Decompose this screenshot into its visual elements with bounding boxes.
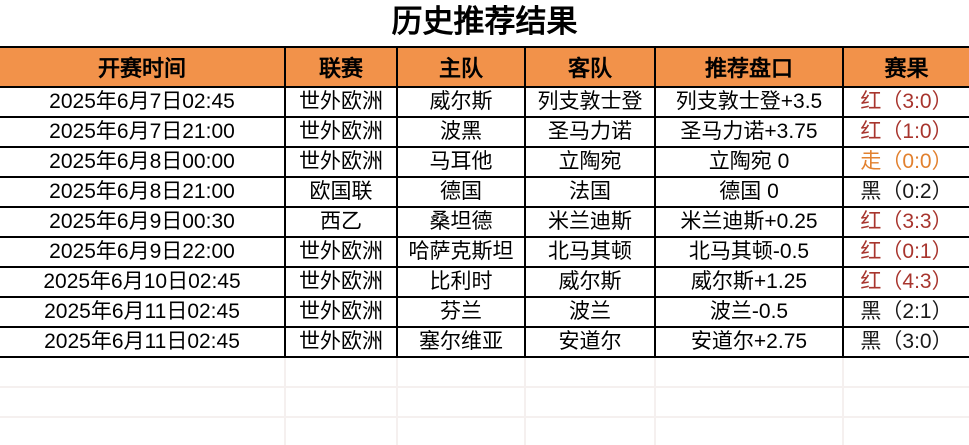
cell-away-team: 法国 <box>524 176 656 208</box>
cell-home-team: 马耳他 <box>396 146 526 178</box>
table-row: 2025年6月9日22:00 世外欧洲 哈萨克斯坦 北马其顿 北马其顿-0.5 红（0:1… <box>0 236 969 268</box>
cell-away-team: 北马其顿 <box>524 236 656 268</box>
table-row: 2025年6月11日02:45 世外欧洲 塞尔维亚 安道尔 安道尔+2.75 黑（3:0） <box>0 326 969 358</box>
cell-home-team: 芬兰 <box>396 296 526 328</box>
cell-league: 世外欧洲 <box>284 146 398 178</box>
cell-away-team: 波兰 <box>524 296 656 328</box>
empty-cell <box>284 416 398 445</box>
empty-row <box>0 416 969 445</box>
page-title: 历史推荐结果 <box>391 4 578 39</box>
empty-cell <box>654 416 844 445</box>
table-row: 2025年6月9日00:30 西乙 桑坦德 米兰迪斯 米兰迪斯+0.25 红（3:3） <box>0 206 969 238</box>
cell-kickoff-time: 2025年6月11日02:45 <box>0 296 286 328</box>
empty-cell <box>396 356 526 388</box>
cell-result: 红（4:3） <box>842 266 969 298</box>
empty-cell <box>284 356 398 388</box>
empty-cell <box>284 386 398 418</box>
cell-handicap: 列支敦士登+3.5 <box>654 86 844 118</box>
cell-kickoff-time: 2025年6月9日00:30 <box>0 206 286 238</box>
cell-handicap: 立陶宛 0 <box>654 146 844 178</box>
cell-kickoff-time: 2025年6月11日02:45 <box>0 326 286 358</box>
col-header-handicap: 推荐盘口 <box>654 46 844 88</box>
empty-cell <box>0 356 286 388</box>
cell-handicap: 北马其顿-0.5 <box>654 236 844 268</box>
cell-kickoff-time: 2025年6月8日21:00 <box>0 176 286 208</box>
cell-home-team: 桑坦德 <box>396 206 526 238</box>
results-table-header: 开赛时间 联赛 主队 客队 推荐盘口 赛果 <box>0 46 969 88</box>
cell-home-team: 波黑 <box>396 116 526 148</box>
cell-result: 黑（2:1） <box>842 296 969 328</box>
col-header-home-team: 主队 <box>396 46 526 88</box>
cell-kickoff-time: 2025年6月9日22:00 <box>0 236 286 268</box>
empty-cell <box>524 416 656 445</box>
cell-league: 世外欧洲 <box>284 86 398 118</box>
cell-result: 红（0:1） <box>842 236 969 268</box>
cell-away-team: 威尔斯 <box>524 266 656 298</box>
results-tbody: 2025年6月7日02:45 世外欧洲 威尔斯 列支敦士登 列支敦士登+3.5 红（3:0… <box>0 86 969 445</box>
cell-handicap: 波兰-0.5 <box>654 296 844 328</box>
table-row: 2025年6月7日02:45 世外欧洲 威尔斯 列支敦士登 列支敦士登+3.5 红（3:0… <box>0 86 969 118</box>
cell-kickoff-time: 2025年6月7日02:45 <box>0 86 286 118</box>
cell-home-team: 德国 <box>396 176 526 208</box>
cell-result: 红（3:0） <box>842 86 969 118</box>
empty-cell <box>396 416 526 445</box>
cell-home-team: 哈萨克斯坦 <box>396 236 526 268</box>
cell-league: 世外欧洲 <box>284 326 398 358</box>
cell-result: 黑（3:0） <box>842 326 969 358</box>
empty-cell <box>0 386 286 418</box>
cell-handicap: 圣马力诺+3.75 <box>654 116 844 148</box>
empty-cell <box>842 416 969 445</box>
cell-home-team: 比利时 <box>396 266 526 298</box>
cell-away-team: 安道尔 <box>524 326 656 358</box>
col-header-away-team: 客队 <box>524 46 656 88</box>
header-row: 开赛时间 联赛 主队 客队 推荐盘口 赛果 <box>0 46 969 88</box>
col-header-result: 赛果 <box>842 46 969 88</box>
cell-result: 黑（0:2） <box>842 176 969 208</box>
cell-league: 西乙 <box>284 206 398 238</box>
table-row: 2025年6月11日02:45 世外欧洲 芬兰 波兰 波兰-0.5 黑（2:1） <box>0 296 969 328</box>
cell-result: 红（1:0） <box>842 116 969 148</box>
cell-away-team: 圣马力诺 <box>524 116 656 148</box>
cell-away-team: 列支敦士登 <box>524 86 656 118</box>
cell-league: 世外欧洲 <box>284 116 398 148</box>
col-header-league: 联赛 <box>284 46 398 88</box>
empty-cell <box>842 386 969 418</box>
cell-home-team: 威尔斯 <box>396 86 526 118</box>
empty-row <box>0 386 969 418</box>
cell-league: 世外欧洲 <box>284 266 398 298</box>
empty-cell <box>842 356 969 388</box>
cell-home-team: 塞尔维亚 <box>396 326 526 358</box>
cell-league: 欧国联 <box>284 176 398 208</box>
table-row: 2025年6月10日02:45 世外欧洲 比利时 威尔斯 威尔斯+1.25 红（4:3） <box>0 266 969 298</box>
cell-kickoff-time: 2025年6月8日00:00 <box>0 146 286 178</box>
cell-league: 世外欧洲 <box>284 296 398 328</box>
cell-result: 走（0:0） <box>842 146 969 178</box>
cell-handicap: 威尔斯+1.25 <box>654 266 844 298</box>
cell-handicap: 安道尔+2.75 <box>654 326 844 358</box>
table-row: 2025年6月7日21:00 世外欧洲 波黑 圣马力诺 圣马力诺+3.75 红（1:0） <box>0 116 969 148</box>
cell-kickoff-time: 2025年6月7日21:00 <box>0 116 286 148</box>
empty-row <box>0 356 969 388</box>
cell-handicap: 德国 0 <box>654 176 844 208</box>
empty-cell <box>0 416 286 445</box>
empty-cell <box>654 356 844 388</box>
cell-away-team: 立陶宛 <box>524 146 656 178</box>
table-row: 2025年6月8日00:00 世外欧洲 马耳他 立陶宛 立陶宛 0 走（0:0） <box>0 146 969 178</box>
empty-cell <box>524 356 656 388</box>
empty-cell <box>396 386 526 418</box>
empty-cell <box>524 386 656 418</box>
table-row: 2025年6月8日21:00 欧国联 德国 法国 德国 0 黑（0:2） <box>0 176 969 208</box>
col-header-kickoff-time: 开赛时间 <box>0 46 286 88</box>
cell-league: 世外欧洲 <box>284 236 398 268</box>
cell-handicap: 米兰迪斯+0.25 <box>654 206 844 238</box>
cell-away-team: 米兰迪斯 <box>524 206 656 238</box>
results-table: 开赛时间 联赛 主队 客队 推荐盘口 赛果 2025年6月7日02:45 世外欧洲… <box>0 46 969 445</box>
cell-kickoff-time: 2025年6月10日02:45 <box>0 266 286 298</box>
cell-result: 红（3:3） <box>842 206 969 238</box>
empty-cell <box>654 386 844 418</box>
